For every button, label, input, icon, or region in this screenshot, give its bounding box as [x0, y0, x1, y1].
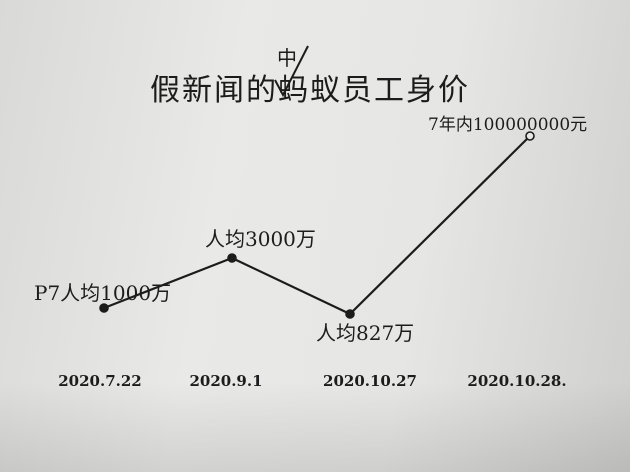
x-tick-label: 2020.7.22 — [58, 372, 142, 390]
x-tick-label: 2020.10.27 — [323, 372, 417, 390]
title-insert-mark: 中 — [277, 46, 297, 70]
data-point — [227, 253, 237, 263]
x-tick-label: 2020.10.28. — [467, 372, 566, 390]
chart-title: 假新闻的蚂蚁员工身价 — [150, 73, 470, 108]
data-point — [99, 303, 109, 313]
data-label: 人均827万 — [316, 321, 414, 345]
data-point — [525, 131, 535, 141]
insert-caret — [274, 45, 309, 98]
x-tick-label: 2020.9.1 — [189, 372, 262, 390]
data-label: 7年内100000000元 — [428, 115, 587, 135]
data-label: P7人均1000万 — [34, 281, 171, 305]
data-label: 人均3000万 — [205, 227, 316, 251]
series-line — [103, 135, 531, 316]
data-point — [345, 309, 355, 319]
